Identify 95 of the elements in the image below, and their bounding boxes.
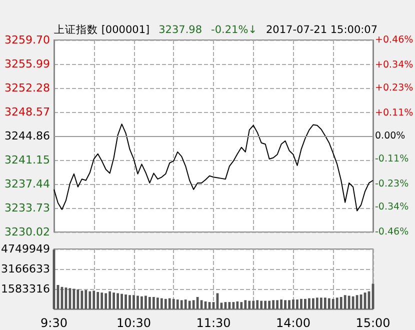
bar [184,300,187,309]
bar [252,300,255,309]
y2-tick-label: +0.11% [375,108,414,119]
y2-tick-label: -0.23% [375,178,409,190]
y2-tick-label: -0.34% [375,201,409,212]
bar [120,294,123,309]
bar [308,298,310,309]
y-tick-label: 3237.44 [4,178,50,190]
bar [264,300,267,309]
y-tick-label: 4749949 [1,242,50,256]
bar [84,290,88,309]
y-tick-label: 3230.02 [4,226,50,238]
bar [76,289,80,309]
chart-title: 上证指数 [000001] [54,24,150,36]
bar [316,298,318,309]
bar [176,300,179,309]
bar [152,297,155,309]
text: 2017-07-21 15:00:07 [266,24,378,36]
bar [172,298,175,309]
bar [136,296,139,309]
bar [160,298,163,309]
bar [168,298,171,309]
bar [112,292,116,309]
y2-tick-label: -0.11% [375,153,409,164]
y-tick-label: 1583316 [1,282,50,296]
bar [268,300,271,309]
y-tick-label: 3233.73 [4,202,50,214]
bar [304,298,306,309]
bar [180,300,183,309]
text: -0.21%↓ [211,24,257,36]
bar [292,300,294,309]
x-tick-label: 10:30 [116,316,152,330]
y-tick-label: 3166633 [1,262,50,276]
bar [320,298,322,309]
bar [128,295,131,309]
bar [88,291,92,309]
bar [300,298,302,309]
bar [260,300,263,309]
bar [96,292,100,309]
bar [72,288,76,309]
bar [256,300,259,309]
bar [352,296,354,309]
bar [356,295,358,309]
bar [284,300,286,309]
bar [340,297,342,309]
y-tick-label: 3244.86 [4,130,50,142]
x-tick-label: 15:00 [356,316,390,330]
y2-tick-label: 0.00% [375,130,406,142]
y2-tick-label: +0.46% [375,34,414,46]
bar [108,291,112,309]
line-series [54,124,374,212]
bar [272,300,275,309]
text: 3237.98 [158,24,202,36]
bar [236,301,239,309]
bar [296,300,298,309]
y-tick-label: 3248.57 [4,106,50,118]
bar [116,293,119,309]
bar [332,298,334,309]
bar [244,300,247,309]
bar [324,298,326,309]
bar [188,300,191,309]
bar [192,300,195,309]
y2-tick-label: +0.23% [375,82,414,94]
bar [328,298,330,309]
y2-tick-label: +0.34% [375,60,414,71]
bar [348,296,350,309]
x-tick-label: 11:30 [196,316,231,330]
bar [156,298,159,309]
y-tick-label: 3252.28 [4,82,50,94]
bar [80,290,84,309]
bar [336,298,338,309]
bar [276,300,278,309]
y-tick-label: 3255.99 [4,58,50,70]
bar [148,297,151,309]
bar [140,296,143,309]
bar [280,300,282,309]
bar [240,302,243,309]
y-tick-label: 3259.70 [4,34,50,46]
y2-tick-label: -0.46% [375,226,409,238]
y-tick-label: 3241.15 [4,154,50,166]
bar [92,290,96,309]
bar [100,292,104,309]
bar [232,302,235,309]
bar [104,293,108,309]
bar [144,296,147,309]
bar [196,297,199,309]
x-tick-label: 14:00 [276,316,311,330]
bar [312,298,314,309]
bar [132,295,135,309]
x-tick-label: 9:30 [40,316,68,330]
bar [344,295,346,309]
bar [164,298,167,309]
bar [124,294,127,309]
bar [248,300,251,309]
bar [288,300,290,309]
